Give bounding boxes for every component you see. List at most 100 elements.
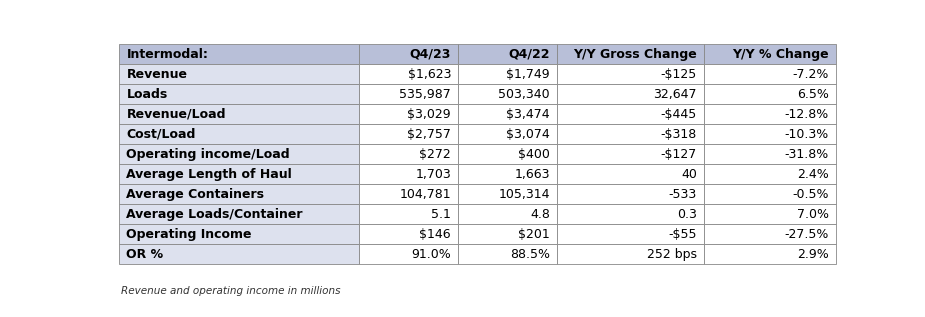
Text: -$127: -$127 (660, 148, 697, 161)
Text: 40: 40 (681, 168, 697, 181)
Bar (557, 64, 704, 84)
Text: $400: $400 (518, 148, 550, 161)
Bar (359, 124, 458, 144)
Text: $2,757: $2,757 (407, 128, 451, 141)
Bar (557, 224, 704, 244)
Bar (557, 164, 704, 184)
Bar (704, 104, 836, 124)
Bar (359, 204, 458, 224)
Text: $3,029: $3,029 (408, 108, 451, 121)
Text: $1,623: $1,623 (408, 68, 451, 81)
Text: -533: -533 (669, 188, 697, 201)
Bar (458, 64, 557, 84)
Text: Y/Y Gross Change: Y/Y Gross Change (574, 48, 697, 61)
Bar (359, 84, 458, 104)
Text: 1,703: 1,703 (415, 168, 451, 181)
Bar (458, 144, 557, 164)
Bar (704, 244, 836, 264)
Text: Revenue: Revenue (127, 68, 188, 81)
Bar (359, 44, 458, 64)
Bar (119, 224, 359, 244)
Text: $146: $146 (420, 228, 451, 241)
Bar (119, 164, 359, 184)
Bar (359, 224, 458, 244)
Text: 88.5%: 88.5% (510, 248, 550, 261)
Bar (119, 84, 359, 104)
Bar (704, 64, 836, 84)
Text: $1,749: $1,749 (506, 68, 550, 81)
Text: Revenue/Load: Revenue/Load (127, 108, 226, 121)
Bar (704, 124, 836, 144)
Text: -$318: -$318 (660, 128, 697, 141)
Bar (458, 204, 557, 224)
Bar (458, 244, 557, 264)
Text: 2.9%: 2.9% (797, 248, 829, 261)
Bar (704, 44, 836, 64)
Text: Cost/Load: Cost/Load (127, 128, 196, 141)
Text: Operating income/Load: Operating income/Load (127, 148, 290, 161)
Bar (557, 184, 704, 204)
Text: $272: $272 (419, 148, 451, 161)
Bar (704, 84, 836, 104)
Bar (704, 144, 836, 164)
Bar (557, 84, 704, 104)
Bar (119, 204, 359, 224)
Text: $201: $201 (518, 228, 550, 241)
Bar (704, 204, 836, 224)
Bar (359, 244, 458, 264)
Text: OR %: OR % (127, 248, 164, 261)
Text: 535,987: 535,987 (400, 88, 451, 101)
Text: 91.0%: 91.0% (412, 248, 451, 261)
Bar (557, 244, 704, 264)
Bar (359, 64, 458, 84)
Text: 32,647: 32,647 (653, 88, 697, 101)
Bar (119, 244, 359, 264)
Text: $3,474: $3,474 (506, 108, 550, 121)
Text: Q4/23: Q4/23 (410, 48, 451, 61)
Bar (458, 224, 557, 244)
Bar (458, 104, 557, 124)
Bar (359, 144, 458, 164)
Bar (557, 44, 704, 64)
Bar (119, 64, 359, 84)
Text: -31.8%: -31.8% (784, 148, 829, 161)
Bar (458, 84, 557, 104)
Bar (119, 44, 359, 64)
Text: 0.3: 0.3 (677, 208, 697, 221)
Text: -$445: -$445 (660, 108, 697, 121)
Text: Average Containers: Average Containers (127, 188, 265, 201)
Text: Operating Income: Operating Income (127, 228, 252, 241)
Text: 252 bps: 252 bps (647, 248, 697, 261)
Bar (458, 184, 557, 204)
Text: 105,314: 105,314 (499, 188, 550, 201)
Text: -27.5%: -27.5% (784, 228, 829, 241)
Text: Average Loads/Container: Average Loads/Container (127, 208, 302, 221)
Text: -$55: -$55 (669, 228, 697, 241)
Text: Revenue and operating income in millions: Revenue and operating income in millions (120, 286, 340, 296)
Text: -10.3%: -10.3% (784, 128, 829, 141)
Bar (557, 204, 704, 224)
Bar (119, 124, 359, 144)
Bar (119, 184, 359, 204)
Text: 4.8: 4.8 (530, 208, 550, 221)
Bar (359, 164, 458, 184)
Bar (557, 104, 704, 124)
Text: 5.1: 5.1 (431, 208, 451, 221)
Bar (557, 144, 704, 164)
Text: 1,663: 1,663 (514, 168, 550, 181)
Text: Q4/22: Q4/22 (509, 48, 550, 61)
Bar (704, 164, 836, 184)
Text: Loads: Loads (127, 88, 167, 101)
Text: 6.5%: 6.5% (797, 88, 829, 101)
Text: 104,781: 104,781 (400, 188, 451, 201)
Text: $3,074: $3,074 (506, 128, 550, 141)
Text: 2.4%: 2.4% (797, 168, 829, 181)
Text: 503,340: 503,340 (499, 88, 550, 101)
Bar (704, 184, 836, 204)
Text: Average Length of Haul: Average Length of Haul (127, 168, 292, 181)
Bar (359, 104, 458, 124)
Bar (359, 184, 458, 204)
Text: -$125: -$125 (660, 68, 697, 81)
Text: 7.0%: 7.0% (797, 208, 829, 221)
Bar (458, 164, 557, 184)
